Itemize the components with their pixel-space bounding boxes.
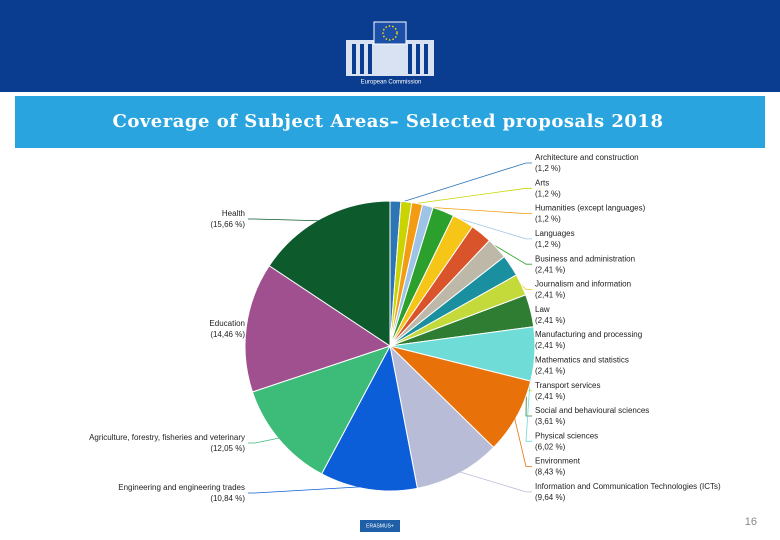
slice-value-label: (3,61 %) — [535, 417, 566, 426]
slice-value-label: (2,41 %) — [535, 291, 566, 300]
footer-logo: ERASMUS+ — [366, 523, 394, 529]
pie-slice — [320, 344, 418, 492]
slice-label: Humanities (except languages) — [535, 204, 646, 213]
slice-value-label: (14,46 %) — [210, 330, 245, 339]
slice-label: Transport services — [535, 381, 601, 390]
slice-label: Journalism and information — [535, 280, 631, 289]
slice-label: Agriculture, forestry, fisheries and vet… — [89, 433, 245, 442]
slice-label: Environment — [535, 457, 581, 466]
slice-value-label: (2,41 %) — [535, 265, 566, 274]
chart-title: Coverage of Subject Areas– Selected prop… — [113, 111, 664, 132]
slice-value-label: (12,05 %) — [210, 444, 245, 453]
page-number: 16 — [745, 516, 757, 528]
leader-line — [248, 485, 369, 494]
leader-line — [513, 415, 532, 468]
slice-label: Arts — [535, 178, 549, 187]
title-bar — [15, 96, 765, 148]
leader-line — [405, 187, 532, 206]
slice-label: Manufacturing and processing — [535, 330, 642, 339]
leader-line — [248, 437, 282, 444]
organization: European Commission — [361, 80, 422, 86]
leader-line — [416, 206, 532, 215]
footer-logo-box — [360, 520, 400, 532]
slice-value-label: (2,41 %) — [535, 341, 566, 350]
slice-value-label: (15,66 %) — [210, 220, 245, 229]
slice-label: Languages — [535, 229, 575, 238]
slice-value-label: (10,84 %) — [210, 494, 245, 503]
pie-slice — [389, 344, 495, 489]
slice-label: Information and Communication Technologi… — [535, 482, 721, 491]
pie-slice — [251, 345, 392, 475]
leader-line — [395, 162, 532, 205]
slice-value-label: (9,64 %) — [535, 493, 566, 502]
slice-value-label: (2,41 %) — [535, 316, 566, 325]
slice-label: Social and behavioural sciences — [535, 406, 649, 415]
slice-value-label: (2,41 %) — [535, 392, 566, 401]
slice-value-label: (1,2 %) — [535, 240, 561, 249]
slice-value-label: (1,2 %) — [535, 215, 561, 224]
leader-line — [248, 326, 256, 330]
slice-value-label: (1,2 %) — [535, 164, 561, 173]
slice-value-label: (2,41 %) — [535, 367, 566, 376]
slice-label: Mathematics and statistics — [535, 356, 629, 365]
leader-line — [457, 470, 532, 493]
slice-label: Health — [222, 209, 245, 218]
slice-label: Physical sciences — [535, 431, 598, 440]
leader-line — [248, 218, 323, 222]
slice-value-label: (6,02 %) — [535, 442, 566, 451]
slice-label: Education — [209, 319, 245, 328]
slice-label: Law — [535, 305, 550, 314]
pie-slice — [244, 265, 392, 393]
ec-logo — [346, 21, 434, 76]
slice-label: Architecture and construction — [535, 153, 639, 162]
pie-slice — [268, 200, 391, 347]
slice-label: Business and administration — [535, 254, 635, 263]
slice-label: Engineering and engineering trades — [118, 483, 245, 492]
slice-value-label: (8,43 %) — [535, 468, 566, 477]
slice-value-label: (1,2 %) — [535, 189, 561, 198]
